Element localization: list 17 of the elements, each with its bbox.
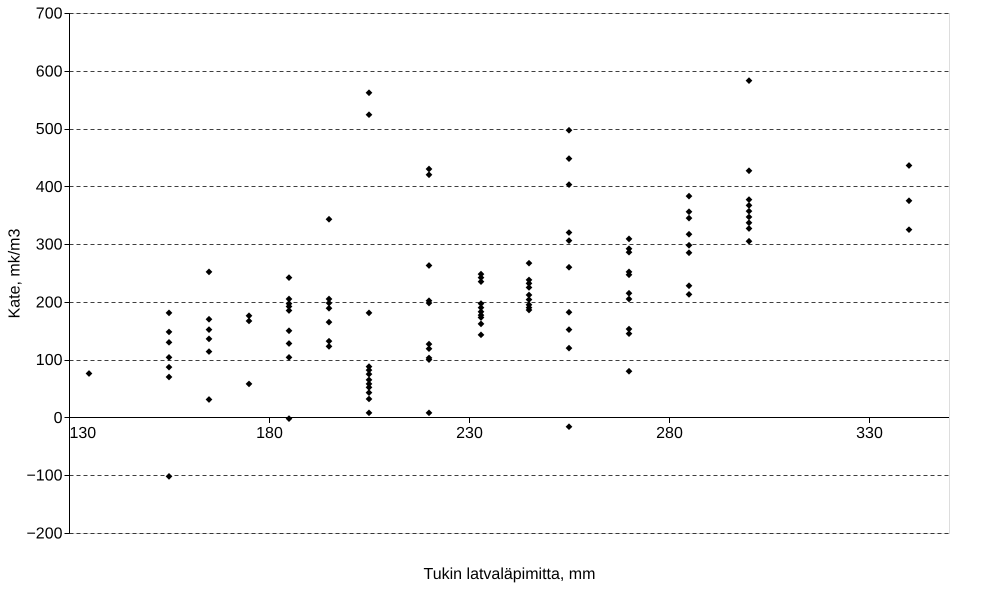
y-tick-label: −100 [26, 468, 63, 485]
y-tick-label: 300 [36, 236, 63, 254]
x-tick-label: 280 [656, 424, 683, 442]
x-tick-label: 330 [856, 424, 883, 442]
x-tick-label: 230 [456, 424, 483, 442]
x-axis-title: Tukin latvaläpimitta, mm [424, 566, 596, 583]
y-tick-label: 100 [36, 352, 63, 370]
y-tick-label: 0 [54, 410, 63, 427]
y-tick-label: 400 [36, 178, 63, 196]
y-tick-label: 700 [36, 6, 63, 22]
y-tick-label: −200 [26, 526, 63, 542]
y-tick-label: 500 [36, 121, 63, 138]
y-axis-title: Kate, mk/m3 [6, 228, 24, 318]
x-tick-label: 180 [256, 424, 283, 442]
y-tick-label: 600 [36, 63, 63, 80]
y-tick-label: 200 [36, 294, 63, 312]
x-tick-label: 130 [70, 424, 96, 442]
